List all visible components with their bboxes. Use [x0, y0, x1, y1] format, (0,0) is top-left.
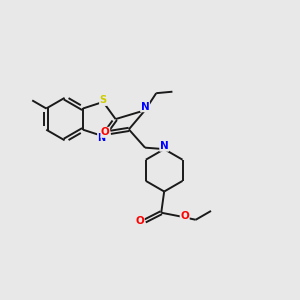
Text: O: O [135, 216, 144, 226]
Text: O: O [101, 127, 110, 137]
Text: N: N [141, 102, 149, 112]
Text: N: N [98, 133, 106, 143]
Text: N: N [160, 141, 169, 151]
Text: S: S [100, 95, 107, 106]
Text: O: O [180, 211, 189, 221]
